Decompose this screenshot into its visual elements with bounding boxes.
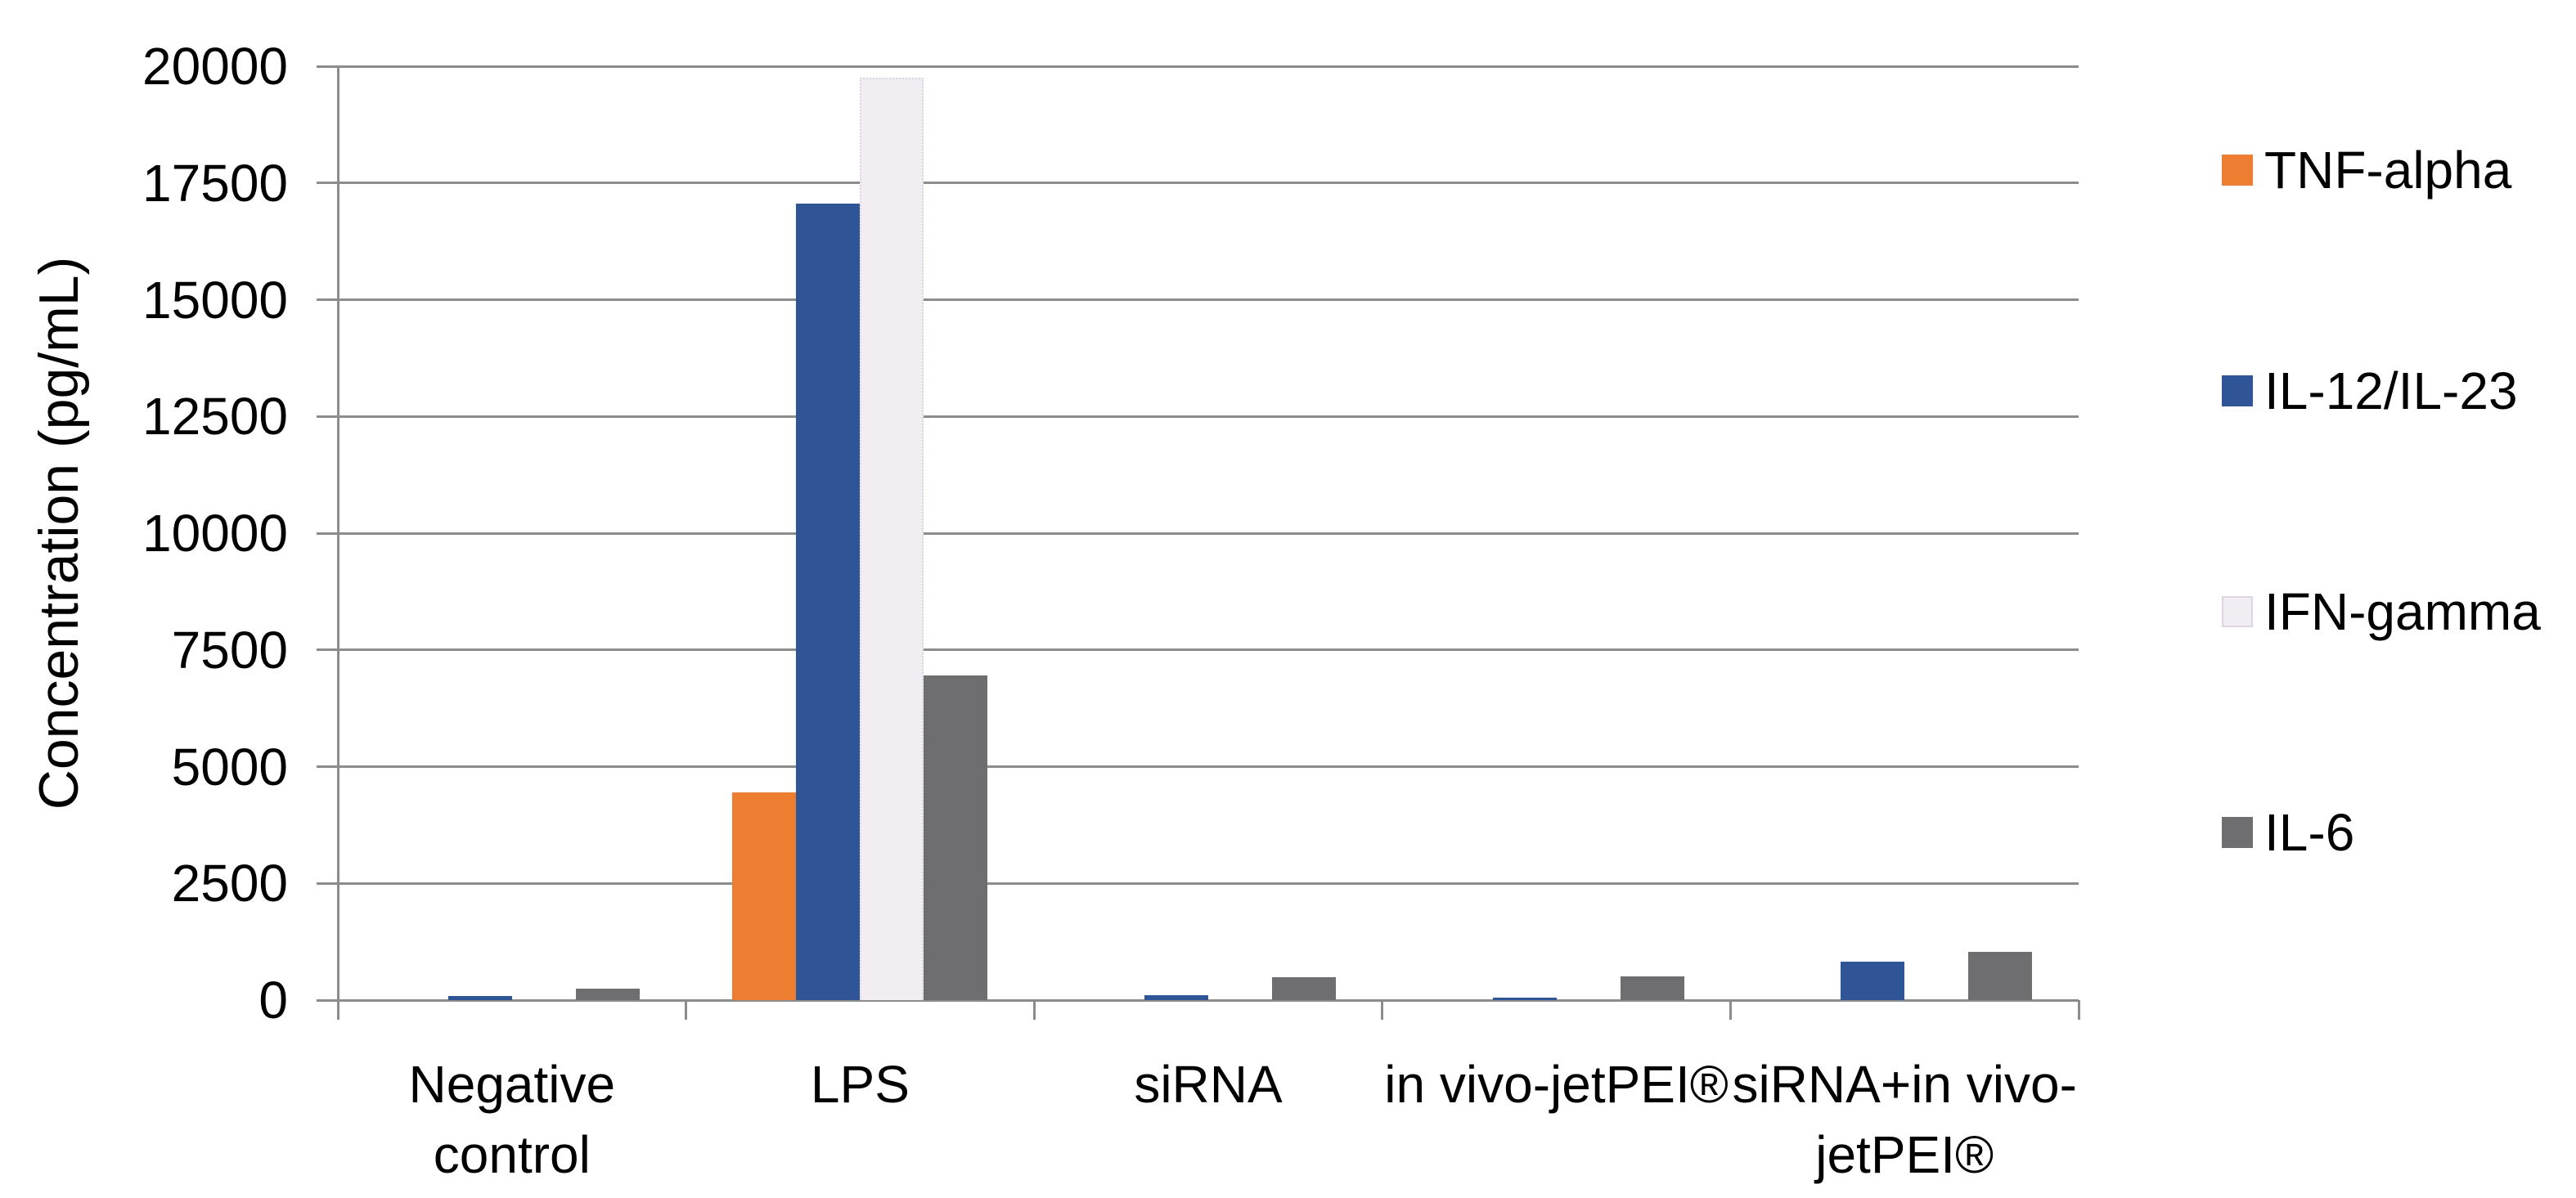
x-axis-tick [1381, 1000, 1384, 1020]
x-axis-tick [1032, 1000, 1036, 1020]
y-axis-tick-label: 0 [258, 971, 288, 1030]
bar-il-6-3 [1272, 977, 1336, 1000]
bar-ifn-gamma-2 [860, 78, 924, 1000]
y-axis-line [336, 66, 339, 1020]
bar-il-12-il-23-5 [1841, 962, 1905, 1000]
x-axis-category-label-line: LPS [810, 1055, 910, 1114]
y-axis-tick-label: 12500 [142, 387, 288, 446]
bar-il-6-1 [575, 989, 640, 1000]
y-axis-tick-label: 20000 [142, 37, 288, 96]
legend-swatch-icon [2222, 375, 2253, 406]
legend-label: IL-12/IL-23 [2264, 361, 2518, 420]
bar-il-12-il-23-3 [1144, 995, 1208, 1000]
x-axis-category-label: siRNA [1020, 1049, 1396, 1119]
y-axis-tick-label: 7500 [171, 620, 288, 680]
y-axis-tick-label: 17500 [142, 153, 288, 213]
legend-label: TNF-alpha [2264, 141, 2512, 200]
gridline [317, 415, 2079, 418]
bar-il-6-2 [924, 675, 988, 1000]
x-axis-category-label-line: Negative [408, 1055, 616, 1114]
x-axis-category-label-line: in vivo-jetPEI® [1384, 1055, 1729, 1114]
x-axis-category-label: Negative control [324, 1049, 700, 1190]
x-axis-category-label: LPS [672, 1049, 1048, 1119]
x-axis-category-label-line: siRNA [1134, 1055, 1283, 1114]
bar-il-6-5 [1968, 952, 2033, 1000]
y-axis-tick-label: 2500 [171, 854, 288, 913]
legend-swatch-icon [2222, 596, 2253, 627]
y-axis-tick-label: 10000 [142, 504, 288, 563]
gridline [317, 298, 2079, 301]
gridline [317, 648, 2079, 652]
gridline [317, 532, 2079, 535]
y-axis-tick-label: 5000 [171, 737, 288, 796]
bar-il-12-il-23-1 [447, 996, 512, 1000]
x-axis-category-label: in vivo-jetPEI® [1369, 1049, 1745, 1119]
x-axis-tick [2077, 1000, 2080, 1020]
legend-label: IL-6 [2264, 803, 2355, 862]
legend-swatch-icon [2222, 155, 2253, 186]
gridline [317, 182, 2079, 185]
bar-il-12-il-23-4 [1492, 997, 1557, 1000]
x-axis-category-label: siRNA+in vivo-jetPEI® [1716, 1049, 2093, 1190]
legend-swatch-icon [2222, 817, 2253, 848]
bar-il-12-il-23-2 [796, 204, 861, 1000]
x-axis-category-label-line: siRNA+in vivo- [1732, 1055, 2077, 1114]
x-axis-category-label-line: jetPEI® [1815, 1125, 1994, 1184]
x-axis-category-label-line: control [433, 1125, 591, 1184]
bar-tnf-alpha-2 [732, 792, 797, 1000]
x-axis-tick [685, 1000, 688, 1020]
bar-il-6-4 [1620, 976, 1684, 1000]
gridline [317, 65, 2079, 68]
x-axis-tick [1729, 1000, 1732, 1020]
legend-label: IFN-gamma [2264, 582, 2541, 641]
gridline [317, 765, 2079, 768]
gridline [317, 882, 2079, 885]
x-axis-line [317, 998, 2079, 1002]
y-axis-tick-label: 15000 [142, 270, 288, 330]
